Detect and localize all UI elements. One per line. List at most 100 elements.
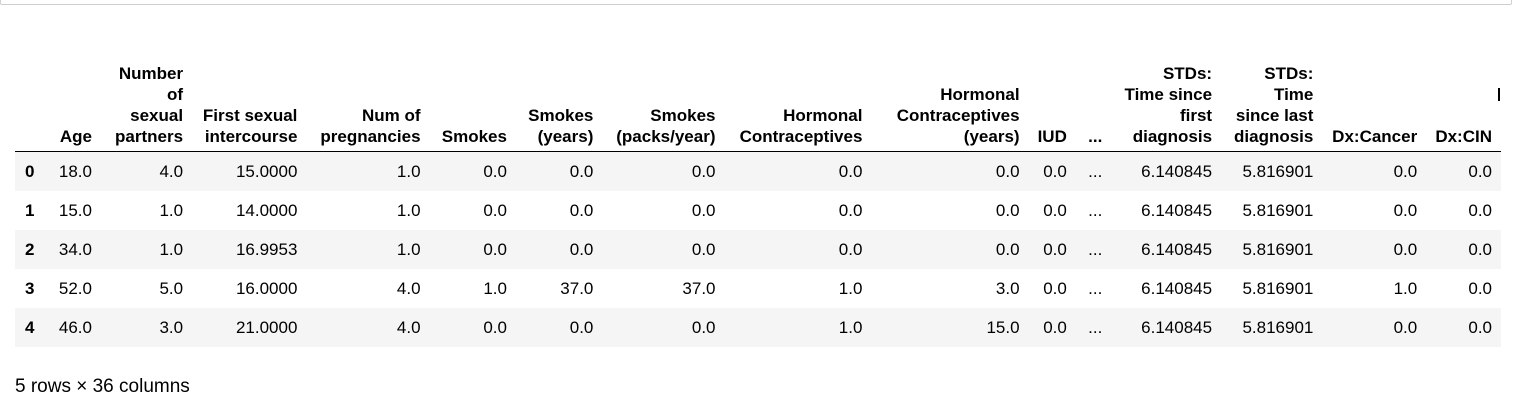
table-cell: 0.0 (1043, 239, 1067, 259)
table-cell: 0.0 (569, 200, 594, 220)
table-cell: 5.0 (159, 278, 184, 298)
table-cell: 18.0 (58, 161, 92, 181)
table-cell: 46.0 (58, 317, 92, 337)
column-header: Smokes (years) (515, 34, 603, 152)
table-cell: 1.0 (1393, 278, 1418, 298)
row-index: 1 (25, 200, 35, 220)
previous-output-cell-border (0, 0, 1512, 5)
column-header: Age (49, 34, 101, 152)
table-cell: 4.0 (396, 278, 421, 298)
table-cell: 0.0 (1393, 317, 1418, 337)
table-cell: 0.0 (838, 239, 863, 259)
row-index: 2 (25, 239, 35, 259)
table-cell: 5.816901 (1242, 239, 1314, 259)
column-header: Smokes (429, 34, 516, 152)
table-cell: 0.0 (1393, 200, 1418, 220)
table-cell: 4.0 (159, 161, 184, 181)
table-cell: 0.0 (995, 161, 1020, 181)
table-cell: 21.0000 (235, 317, 298, 337)
table-cell: 0.0 (1468, 200, 1492, 220)
column-header: Num of pregnancies (306, 34, 430, 152)
row-index: 0 (25, 161, 35, 181)
table-row: 0 18.0 4.0 15.0000 1.0 0.0 0.0 0.0 0.0 0.0 0.0... 6… (15, 151, 1501, 191)
table-cell: 0.0 (483, 317, 507, 337)
column-header: IUD (1028, 34, 1076, 152)
header-row: Age Number of sexual partners First sexual… (15, 34, 1501, 152)
table-cell: 6.140845 (1141, 278, 1213, 298)
table-cell: 0.0 (838, 200, 863, 220)
table-cell: ... (1088, 239, 1103, 259)
table-cell: 37.0 (560, 278, 594, 298)
table-cell: 0.0 (995, 200, 1020, 220)
table-cell: 1.0 (396, 161, 421, 181)
column-header: STDs: Time since first diagnosis (1114, 34, 1222, 152)
column-header: Number of sexual partners (100, 34, 193, 152)
table-cell: 0.0 (1468, 317, 1492, 337)
table-cell: 0.0 (1468, 278, 1492, 298)
dataframe-output: Age Number of sexual partners First sexual… (15, 34, 1501, 347)
table-cell: 0.0 (1043, 278, 1067, 298)
table-cell: 4.0 (396, 317, 421, 337)
table-cell: 16.9953 (235, 239, 298, 259)
table-cell: 1.0 (396, 200, 421, 220)
table-cell: 0.0 (569, 161, 594, 181)
column-header: First sexual intercourse (192, 34, 307, 152)
table-row: 1 15.0 1.0 14.0000 1.0 0.0 0.0 0.0 0.0 0.0 0.0... 6… (15, 190, 1501, 230)
table-cell: 0.0 (569, 239, 594, 259)
table-cell: 6.140845 (1141, 317, 1213, 337)
table-cell: 1.0 (838, 317, 863, 337)
table-cell: 0.0 (691, 200, 716, 220)
dataframe-shape-caption: 5 rows × 36 columns (15, 376, 190, 397)
table-cell: 6.140845 (1141, 200, 1213, 220)
row-index: 3 (25, 278, 35, 298)
table-cell: 52.0 (58, 278, 92, 298)
table-cell: 1.0 (159, 200, 184, 220)
table-row: 2 34.0 1.0 16.9953 1.0 0.0 0.0 0.0 0.0 0.0 0.0... 6… (15, 229, 1501, 269)
table-cell: 0.0 (1468, 161, 1492, 181)
table-cell: 1.0 (483, 278, 507, 298)
table-cell: 1.0 (396, 239, 421, 259)
table-cell: 0.0 (691, 161, 716, 181)
table-cell: 0.0 (691, 239, 716, 259)
table-cell: 0.0 (1468, 239, 1492, 259)
table-cell: 0.0 (1043, 200, 1067, 220)
column-header: STDs: Time since last diagnosis (1221, 34, 1323, 152)
table-cell: 3.0 (995, 278, 1020, 298)
table-cell: ... (1088, 278, 1103, 298)
table-cell: 0.0 (569, 317, 594, 337)
table-cell: 0.0 (483, 200, 507, 220)
table-cell: 0.0 (483, 239, 507, 259)
column-header: Smokes (packs/year) (602, 34, 725, 152)
table-cell: ... (1088, 317, 1103, 337)
column-header: Hormonal Contraceptives (years) (871, 34, 1029, 152)
table-cell: 15.0 (986, 317, 1020, 337)
table-cell: 16.0000 (235, 278, 298, 298)
column-header: Hormonal Contraceptives (724, 34, 872, 152)
table-cell: 1.0 (159, 239, 184, 259)
table-cell: 0.0 (1043, 317, 1067, 337)
table-cell: 14.0000 (235, 200, 298, 220)
table-cell: 0.0 (1043, 161, 1067, 181)
table-cell: 0.0 (483, 161, 507, 181)
row-index: 4 (25, 317, 35, 337)
column-header: Dx:CIN (1426, 34, 1501, 152)
table-cell: 0.0 (1393, 239, 1418, 259)
table-cell: 5.816901 (1242, 161, 1314, 181)
table-cell: 3.0 (159, 317, 184, 337)
table-body: 0 18.0 4.0 15.0000 1.0 0.0 0.0 0.0 0.0 0.0 0.0... 6… (15, 151, 1501, 347)
column-header: ... (1075, 34, 1115, 152)
dataframe-table: Age Number of sexual partners First sexual… (15, 34, 1501, 347)
table-cell: 5.816901 (1242, 317, 1314, 337)
table-cell: 1.0 (838, 278, 863, 298)
table-cell: ... (1088, 200, 1103, 220)
table-cell: 37.0 (682, 278, 716, 298)
table-cell: 5.816901 (1242, 200, 1314, 220)
table-cell: 34.0 (58, 239, 92, 259)
table-cell: 0.0 (691, 317, 716, 337)
table-cell: 0.0 (1393, 161, 1418, 181)
table-cell: 15.0000 (235, 161, 298, 181)
table-cell: 6.140845 (1141, 161, 1213, 181)
table-row: 4 46.0 3.0 21.0000 4.0 0.0 0.0 0.0 1.0 15.0 0.0...… (15, 307, 1501, 347)
index-header (15, 34, 50, 152)
table-cell: 0.0 (995, 239, 1020, 259)
